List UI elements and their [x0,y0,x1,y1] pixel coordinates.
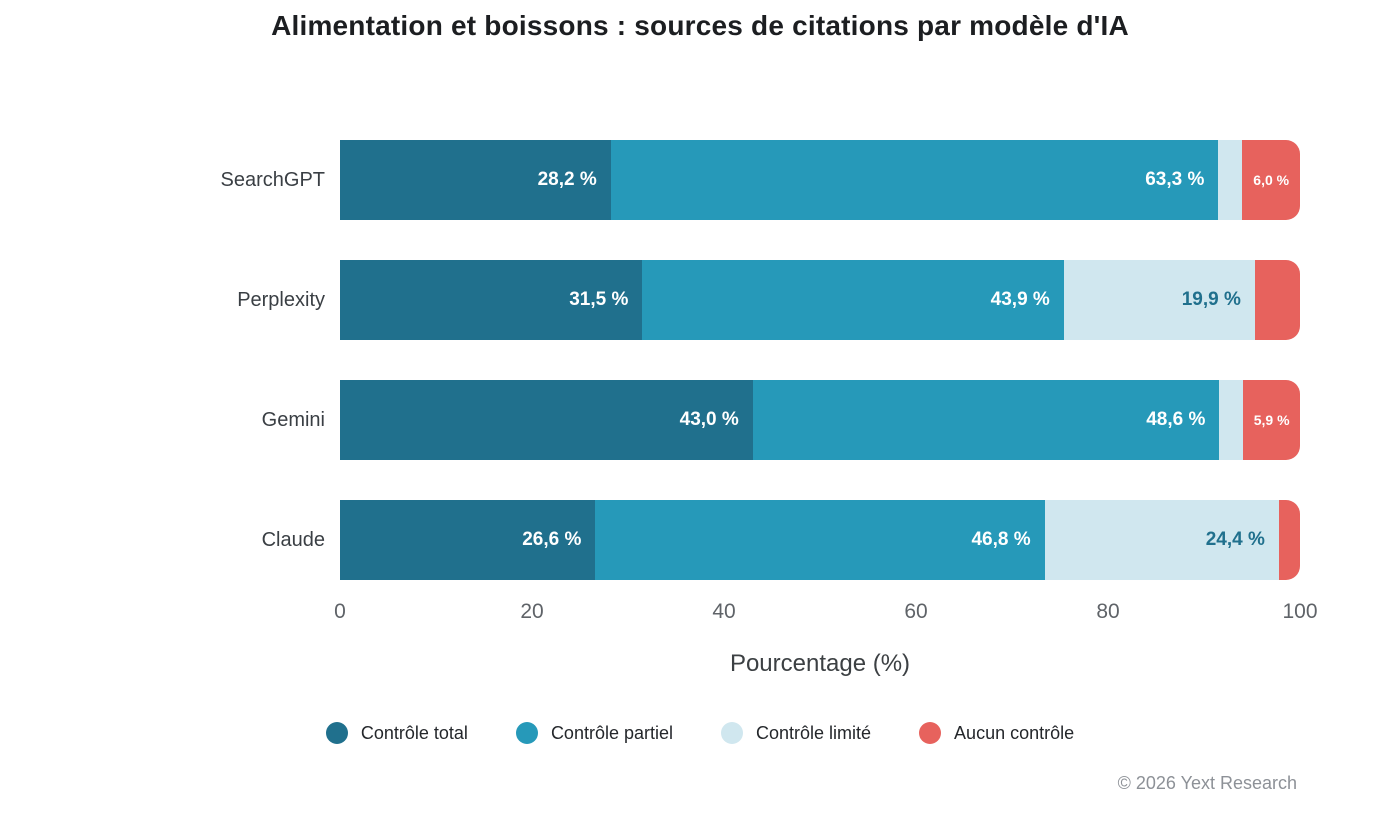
bar-segment [1218,140,1243,220]
bar-segment: 46,8 % [595,500,1045,580]
segment-value-label: 46,8 % [971,529,1031,550]
bar-segment: 48,6 % [752,380,1220,460]
category-label: Gemini [261,409,325,431]
x-axis-tick: 100 [1282,600,1318,623]
bar-segment [1219,380,1244,460]
bar-row-claude: Claude 26,6 % 46,8 % 24,4 % [0,500,1400,580]
legend-swatch-icon [919,722,942,744]
segment-value-label: 6,0 % [1253,172,1290,188]
bar-segment: 43,9 % [642,260,1064,340]
x-axis-tick: 80 [1096,600,1120,623]
bar-segment: 5,9 % [1243,380,1300,460]
legend-item: Contrôle partiel [515,722,673,744]
legend-label: Aucun contrôle [954,722,1075,743]
segment-value-label: 48,6 % [1146,409,1206,430]
segment-value-label: 19,9 % [1181,289,1241,310]
legend-label: Contrôle limité [756,722,872,743]
bar-segment: 43,0 % [340,380,753,460]
bar-segment: 19,9 % [1063,260,1255,340]
x-axis-tick: 0 [334,600,346,623]
segment-value-label: 43,0 % [679,409,739,430]
category-label: Claude [261,529,325,551]
bar-track: 43,0 % 48,6 % 5,9 % [340,380,1300,460]
segment-value-label: 5,9 % [1253,412,1290,428]
segment-value-label: 43,9 % [990,289,1050,310]
x-axis-tick: 20 [520,600,544,623]
bar-row-searchgpt: SearchGPT 28,2 % 63,3 % 6,0 % [0,140,1400,220]
category-label: Perplexity [237,289,325,311]
x-axis-tick: 60 [904,600,928,623]
bar-segment: 6,0 % [1242,140,1300,220]
bar-segment: 31,5 % [340,260,643,340]
segment-value-label: 63,3 % [1145,169,1205,190]
bar-track: 28,2 % 63,3 % 6,0 % [340,140,1300,220]
bar-row-perplexity: Perplexity 31,5 % 43,9 % 19,9 % [0,260,1400,340]
legend-item: Contrôle total [325,722,468,744]
x-axis-label: Pourcentage (%) [729,650,911,677]
bar-row-gemini: Gemini 43,0 % 48,6 % 5,9 % [0,380,1400,460]
segment-value-label: 31,5 % [569,289,629,310]
chart-title: Alimentation et boissons : sources de ci… [271,10,1129,41]
segment-value-label: 26,6 % [522,529,582,550]
bar-segment: 28,2 % [340,140,611,220]
legend-swatch-icon [721,722,743,744]
legend-item: Aucun contrôle [919,722,1074,744]
bar-segment [1278,500,1300,580]
bar-segment: 63,3 % [610,140,1219,220]
bar-segment: 26,6 % [340,500,596,580]
bar-track: 31,5 % 43,9 % 19,9 % [340,260,1300,340]
footer-credit: © 2026 Yext Research [1117,773,1297,793]
legend-label: Contrôle partiel [550,722,673,743]
bar-track: 26,6 % 46,8 % 24,4 % [340,500,1300,580]
segment-value-label: 24,4 % [1205,529,1265,550]
x-axis-tick: 40 [712,600,736,623]
x-axis: 0 20 40 60 80 100 [334,600,1317,630]
legend-item: Contrôle limité [721,722,871,744]
bar-segment [1254,260,1300,340]
chart-legend: Contrôle total Contrôle partiel Contrôle l… [0,722,1400,744]
legend-swatch-icon [325,722,348,744]
segment-value-label: 28,2 % [537,169,597,190]
bar-segment: 24,4 % [1044,500,1279,580]
legend-label: Contrôle total [360,722,468,743]
category-label: SearchGPT [220,169,325,191]
legend-swatch-icon [515,722,538,744]
